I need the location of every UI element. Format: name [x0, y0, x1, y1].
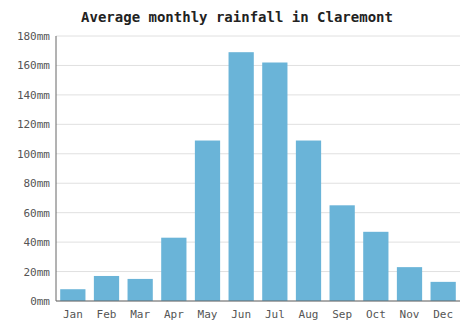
grid-line — [56, 212, 460, 213]
x-tick-label: Jul — [265, 308, 285, 321]
bar — [161, 238, 186, 301]
x-tick-label: Dec — [433, 308, 453, 321]
y-tick-label: 0mm — [30, 295, 50, 308]
y-tick-label: 20mm — [24, 266, 51, 279]
grid-line — [56, 124, 460, 125]
y-tick-label: 80mm — [24, 177, 51, 190]
x-tick-label: Oct — [366, 308, 386, 321]
grid-line — [56, 65, 460, 66]
grid-line — [56, 242, 460, 243]
bar — [262, 63, 287, 302]
bar — [94, 276, 119, 301]
y-axis-line — [56, 36, 57, 301]
x-tick-label: Jan — [63, 308, 83, 321]
x-tick-label: Feb — [97, 308, 117, 321]
chart-title: Average monthly rainfall in Claremont — [81, 9, 393, 25]
grid-line — [56, 94, 460, 95]
x-tick-label: Apr — [164, 308, 184, 321]
bar — [397, 267, 422, 301]
y-axis: 0mm 20mm 40mm 60mm 80mm 100mm 120mm 140mm 160mm 1… — [17, 30, 50, 308]
bar — [296, 141, 321, 301]
bar — [330, 205, 355, 301]
x-tick-label: Aug — [299, 308, 319, 321]
grid — [56, 36, 460, 301]
bars — [60, 52, 456, 301]
x-tick-label: May — [198, 308, 218, 321]
x-tick-label: Nov — [400, 308, 420, 321]
x-axis-line — [56, 301, 460, 302]
bar — [195, 141, 220, 301]
x-tick-label: Mar — [130, 308, 150, 321]
bar — [431, 282, 456, 301]
y-tick-label: 160mm — [17, 59, 50, 72]
grid-line — [56, 36, 460, 37]
grid-line — [56, 153, 460, 154]
y-tick-label: 140mm — [17, 89, 50, 102]
y-tick-label: 120mm — [17, 118, 50, 131]
grid-line — [56, 183, 460, 184]
y-tick-label: 40mm — [24, 236, 51, 249]
bar — [229, 52, 254, 301]
bar — [128, 279, 153, 301]
grid-line — [56, 301, 460, 302]
x-tick-label: Jun — [231, 308, 251, 321]
y-tick-label: 100mm — [17, 148, 50, 161]
y-tick-label: 60mm — [24, 207, 51, 220]
x-axis: Jan Feb Mar Apr May Jun Jul Aug Sep Oct Nov Dec — [63, 308, 453, 321]
chart-container: Average monthly rainfall in Claremont 0mm… — [0, 0, 474, 331]
bar — [363, 232, 388, 301]
x-tick-label: Sep — [332, 308, 352, 321]
bar — [60, 289, 85, 301]
y-tick-label: 180mm — [17, 30, 50, 43]
chart-svg: Average monthly rainfall in Claremont 0mm… — [0, 0, 474, 331]
